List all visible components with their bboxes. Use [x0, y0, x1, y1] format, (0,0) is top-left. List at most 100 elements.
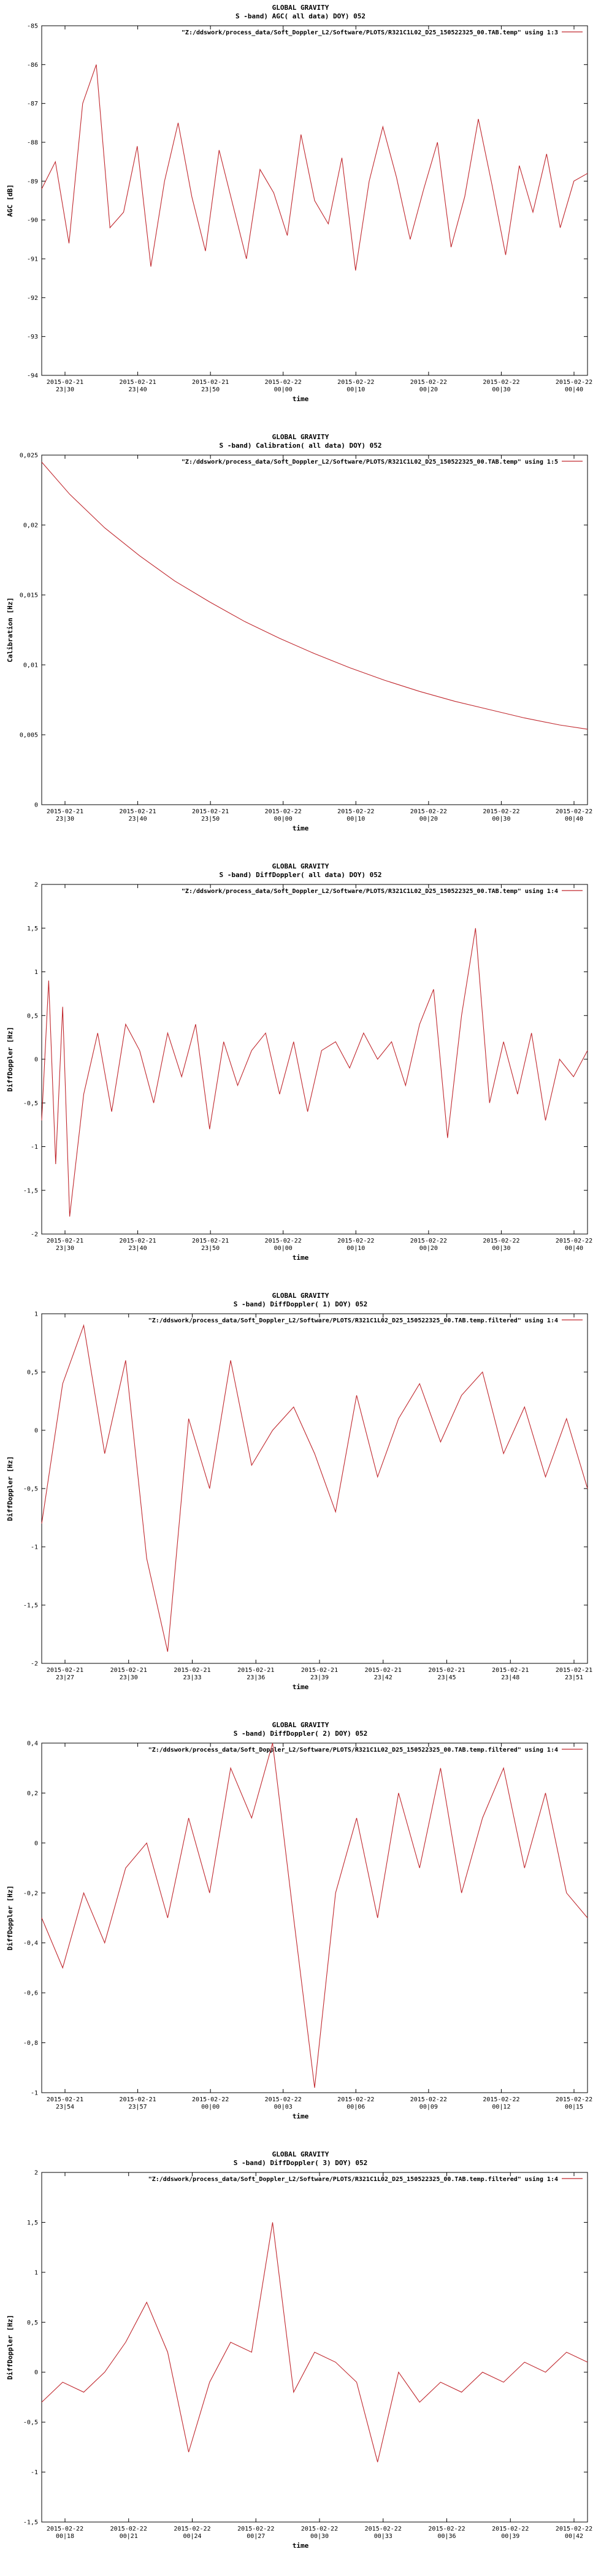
x-tick-label: 2015-02-21 — [237, 1667, 274, 1674]
x-tick-label: 00|00 — [274, 1245, 293, 1252]
y-axis-label: DiffDoppler [Hz] — [6, 1885, 14, 1950]
y-axis-label: AGC [dB] — [6, 185, 14, 217]
x-tick-label: 2015-02-21 — [192, 1238, 229, 1244]
x-tick-label: 2015-02-21 — [556, 1667, 592, 1674]
x-tick-label: 00|00 — [201, 2104, 220, 2110]
y-tick-label: 0,5 — [27, 2320, 38, 2326]
x-tick-label: 23|50 — [201, 816, 220, 822]
x-tick-label: 00|40 — [565, 1245, 583, 1252]
x-tick-label: 23|40 — [129, 1245, 147, 1252]
x-tick-label: 2015-02-21 — [428, 1667, 465, 1674]
x-tick-label: 23|30 — [56, 1245, 74, 1252]
x-tick-label: 2015-02-22 — [410, 808, 447, 815]
y-tick-label: 0,005 — [20, 732, 38, 739]
x-tick-label: 00|12 — [492, 2104, 510, 2110]
x-tick-label: 2015-02-22 — [47, 2526, 83, 2532]
y-tick-label: 1,5 — [27, 2220, 38, 2226]
x-axis-label: time — [293, 1683, 309, 1691]
legend-label: "Z:/ddswork/process_data/Soft_Doppler_L2… — [182, 887, 558, 895]
x-tick-label: 2015-02-21 — [47, 1238, 83, 1244]
chart-title: GLOBAL GRAVITY — [272, 433, 329, 441]
y-tick-label: 1 — [34, 2269, 38, 2276]
x-tick-label: 00|20 — [419, 386, 438, 393]
x-tick-label: 23|30 — [56, 816, 74, 822]
x-axis-label: time — [293, 1254, 309, 1262]
x-tick-label: 2015-02-22 — [556, 808, 592, 815]
x-tick-label: 2015-02-22 — [174, 2526, 210, 2532]
x-tick-label: 00|00 — [274, 816, 293, 822]
x-tick-label: 2015-02-21 — [110, 1667, 147, 1674]
x-tick-label: 2015-02-22 — [492, 2526, 529, 2532]
y-tick-label: -87 — [27, 101, 38, 107]
y-tick-label: -92 — [27, 295, 38, 302]
x-tick-label: 23|30 — [120, 1674, 138, 1681]
y-tick-label: -1 — [31, 1544, 38, 1551]
y-tick-label: 0,025 — [20, 453, 38, 459]
y-axis-label: Calibration [Hz] — [6, 597, 14, 662]
x-tick-label: 2015-02-22 — [483, 2096, 519, 2103]
x-tick-label: 00|00 — [274, 386, 293, 393]
x-tick-label: 23|36 — [247, 1674, 265, 1681]
x-tick-label: 23|39 — [310, 1674, 329, 1681]
x-tick-label: 00|30 — [310, 2533, 329, 2540]
legend-label: "Z:/ddswork/process_data/Soft_Doppler_L2… — [148, 1746, 558, 1754]
x-tick-label: 00|10 — [346, 816, 365, 822]
x-tick-label: 2015-02-22 — [556, 2526, 592, 2532]
x-tick-label: 2015-02-22 — [556, 2096, 592, 2103]
x-tick-label: 23|30 — [56, 386, 74, 393]
x-tick-label: 2015-02-21 — [119, 808, 156, 815]
x-tick-label: 2015-02-21 — [47, 2096, 83, 2103]
x-tick-label: 2015-02-22 — [301, 2526, 338, 2532]
x-tick-label: 00|24 — [183, 2533, 201, 2540]
series-line — [41, 2222, 588, 2463]
x-tick-label: 00|27 — [247, 2533, 265, 2540]
x-tick-label: 2015-02-22 — [265, 1238, 302, 1244]
x-axis-label: time — [293, 2112, 309, 2120]
x-axis-label: time — [293, 395, 309, 403]
x-tick-label: 23|45 — [437, 1674, 456, 1681]
y-tick-label: -86 — [27, 62, 38, 69]
y-tick-label: 2 — [34, 2170, 38, 2177]
y-tick-label: -0,4 — [23, 1940, 38, 1947]
x-tick-label: 2015-02-21 — [119, 379, 156, 386]
series-line — [41, 1742, 588, 2088]
y-tick-label: -85 — [27, 23, 38, 30]
x-tick-label: 2015-02-21 — [365, 1667, 402, 1674]
series-line — [41, 64, 588, 271]
y-tick-label: -88 — [27, 140, 38, 147]
plot-frame — [41, 2172, 588, 2523]
x-tick-label: 2015-02-22 — [365, 2526, 402, 2532]
y-tick-label: -2 — [31, 1661, 38, 1668]
x-tick-label: 23|57 — [129, 2104, 147, 2110]
y-tick-label: 0,4 — [27, 1741, 38, 1747]
x-tick-label: 2015-02-22 — [265, 2096, 302, 2103]
legend-label: "Z:/ddswork/process_data/Soft_Doppler_L2… — [148, 2175, 558, 2183]
series-line — [41, 1324, 588, 1652]
x-tick-label: 00|40 — [565, 386, 583, 393]
x-tick-label: 00|30 — [492, 386, 510, 393]
x-tick-label: 00|30 — [492, 1245, 510, 1252]
x-tick-label: 00|06 — [346, 2104, 365, 2110]
x-tick-label: 2015-02-21 — [47, 808, 83, 815]
x-tick-label: 00|03 — [274, 2104, 293, 2110]
x-tick-label: 2015-02-22 — [237, 2526, 274, 2532]
plot-frame — [41, 884, 588, 1235]
x-tick-label: 2015-02-21 — [301, 1667, 338, 1674]
x-tick-label: 2015-02-22 — [556, 1238, 592, 1244]
y-axis-label: DiffDoppler [Hz] — [6, 1027, 14, 1092]
chart-subtitle: S -band) DiffDoppler( 2) DOY) 052 — [234, 1730, 368, 1738]
x-tick-label: 00|10 — [346, 386, 365, 393]
x-tick-label: 23|40 — [129, 386, 147, 393]
x-tick-label: 2015-02-22 — [410, 1238, 447, 1244]
x-tick-label: 23|48 — [501, 1674, 519, 1681]
y-tick-label: -94 — [27, 373, 38, 380]
series-line — [41, 462, 588, 730]
x-tick-label: 2015-02-21 — [192, 808, 229, 815]
x-tick-label: 2015-02-21 — [174, 1667, 210, 1674]
x-tick-label: 2015-02-21 — [119, 1238, 156, 1244]
y-tick-label: 0 — [34, 2369, 38, 2376]
x-tick-label: 00|40 — [565, 816, 583, 822]
plot-frame — [41, 454, 588, 805]
